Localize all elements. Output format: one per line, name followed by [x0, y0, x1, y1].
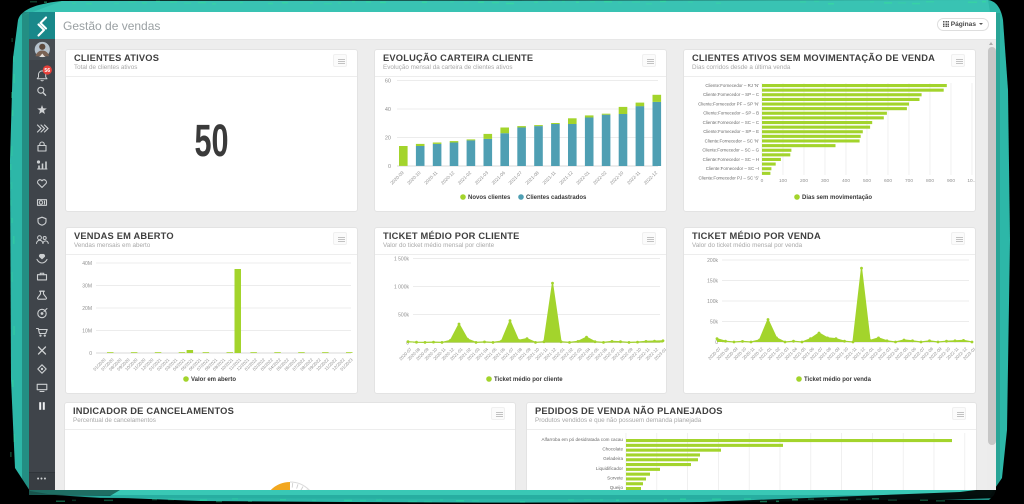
svg-text:2020-11: 2020-11: [423, 170, 439, 186]
svg-text:0: 0: [715, 340, 718, 346]
svg-text:56: 56: [44, 68, 50, 74]
svg-text:100: 100: [779, 178, 787, 184]
svg-text:0: 0: [89, 351, 92, 357]
svg-text:2022-01: 2022-01: [575, 170, 591, 186]
svg-text:30M: 30M: [82, 284, 92, 290]
svg-text:60: 60: [385, 79, 391, 85]
svg-text:2021-08: 2021-08: [524, 170, 540, 186]
svg-text:Ticket médio por venda: Ticket médio por venda: [804, 377, 872, 383]
svg-text:50k: 50k: [710, 320, 719, 326]
svg-text:40M: 40M: [82, 261, 92, 267]
svg-text:Cliente:Fornecedor – SC – C: Cliente:Fornecedor – SC – C: [703, 120, 759, 125]
svg-text:Cliente:Fornecedor – SC –I: Cliente:Fornecedor – SC –I: [706, 166, 759, 171]
svg-text:2021-03: 2021-03: [474, 170, 490, 186]
svg-text:2021-02: 2021-02: [457, 170, 473, 186]
svg-text:2022-02: 2022-02: [592, 170, 608, 186]
svg-text:500: 500: [863, 178, 871, 184]
svg-text:2020-09: 2020-09: [389, 170, 405, 186]
svg-text:Liquidificador: Liquidificador: [596, 466, 624, 471]
svg-text:2020-10: 2020-10: [406, 170, 422, 186]
svg-text:500k: 500k: [398, 313, 409, 319]
svg-text:40: 40: [385, 107, 391, 113]
svg-text:Cliente:Fornecedor – RJ 'N': Cliente:Fornecedor – RJ 'N': [705, 83, 759, 88]
svg-text:0: 0: [388, 164, 391, 170]
svg-text:400: 400: [842, 178, 850, 184]
svg-text:2022-12: 2022-12: [643, 170, 659, 186]
svg-text:Cliente:Fornecedor – SC 'N': Cliente:Fornecedor – SC 'N': [705, 138, 760, 143]
svg-text:200k: 200k: [707, 258, 718, 264]
svg-text:2020-12: 2020-12: [440, 170, 456, 186]
svg-text:Valor em aberto: Valor em aberto: [191, 377, 236, 383]
svg-text:20: 20: [385, 136, 391, 142]
svg-text:2021-11: 2021-11: [542, 170, 558, 186]
svg-text:Geladeira: Geladeira: [603, 456, 623, 461]
svg-text:200: 200: [800, 178, 808, 184]
svg-text:Novos clientes: Novos clientes: [468, 195, 511, 201]
svg-text:2021-07: 2021-07: [508, 170, 524, 186]
svg-text:150k: 150k: [707, 279, 718, 285]
svg-text:600: 600: [884, 178, 892, 184]
svg-text:10M: 10M: [82, 329, 92, 335]
svg-text:Cliente:Fornecedor PJ – SC 'S': Cliente:Fornecedor PJ – SC 'S': [699, 175, 760, 180]
svg-text:10...: 10...: [967, 178, 975, 184]
svg-text:Clientes cadastrados: Clientes cadastrados: [526, 195, 587, 201]
svg-text:0: 0: [406, 341, 409, 347]
svg-text:800: 800: [926, 178, 934, 184]
svg-text:2022-11: 2022-11: [626, 170, 642, 186]
svg-text:Cliente:Fornecedor – SC – H: Cliente:Fornecedor – SC – H: [703, 157, 759, 162]
svg-text:Cliente:Fornecedor – SP – B: Cliente:Fornecedor – SP – B: [703, 111, 759, 116]
svg-text:1 000k: 1 000k: [394, 285, 410, 291]
svg-text:2021-06: 2021-06: [491, 170, 507, 186]
svg-text:Sorvete: Sorvete: [607, 475, 623, 480]
svg-text:Alfarroba em pó desidratada co: Alfarroba em pó desidratada com cacau: [542, 437, 624, 442]
svg-text:900: 900: [947, 178, 955, 184]
svg-text:Cliente:Fornecedor PF – SP 'N': Cliente:Fornecedor PF – SP 'N': [698, 101, 759, 106]
svg-text:Cliente:Fornecedor – SP – E: Cliente:Fornecedor – SP – E: [703, 129, 759, 134]
svg-text:300: 300: [821, 178, 829, 184]
svg-text:100k: 100k: [707, 299, 718, 305]
svg-text:700: 700: [905, 178, 913, 184]
svg-text:2022-10: 2022-10: [609, 170, 625, 186]
svg-text:Cliente:Fornecedor – SP – C: Cliente:Fornecedor – SP – C: [703, 92, 759, 97]
svg-text:Queijo: Queijo: [610, 485, 624, 490]
svg-text:20M: 20M: [82, 306, 92, 312]
svg-text:Chocolate: Chocolate: [602, 447, 623, 452]
svg-text:1 500k: 1 500k: [394, 257, 410, 263]
svg-text:Ticket médio por cliente: Ticket médio por cliente: [494, 377, 563, 383]
svg-text:Dias sem movimentação: Dias sem movimentação: [802, 195, 872, 201]
svg-text:2021-12: 2021-12: [558, 170, 574, 186]
svg-text:0: 0: [761, 178, 764, 184]
svg-text:Cliente:Fornecedor – SC – G: Cliente:Fornecedor – SC – G: [702, 148, 759, 153]
